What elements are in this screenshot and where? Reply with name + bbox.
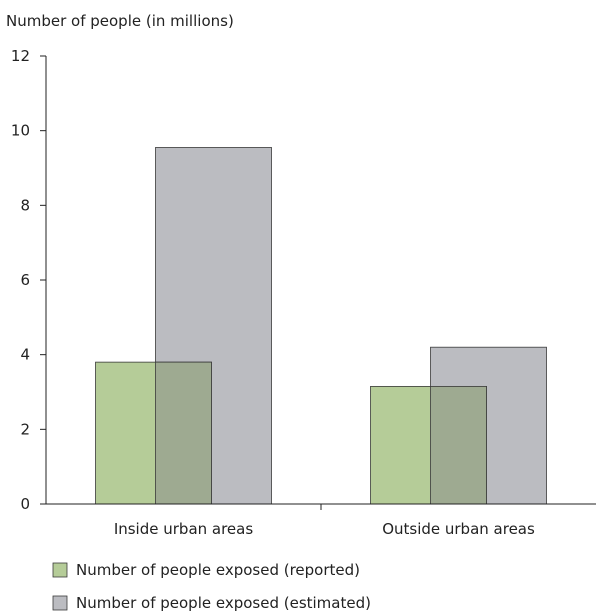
- y-axis-label: Number of people (in millions): [6, 12, 234, 30]
- legend: Number of people exposed (reported) Numbe…: [52, 561, 371, 612]
- y-tick-label-4: 8: [20, 196, 30, 214]
- bar-overlap-1: [430, 385, 487, 505]
- x-ticks-group: Inside urban areas Outside urban areas: [114, 520, 535, 538]
- y-tick-label-2: 4: [20, 346, 30, 364]
- bars-group: [95, 147, 547, 505]
- y-tick-label-0: 0: [20, 495, 30, 513]
- y-ticks-group: 0 2 4 6 8 10 12: [11, 47, 46, 513]
- y-tick-label-1: 2: [20, 420, 30, 438]
- x-tick-label-0: Inside urban areas: [114, 520, 254, 538]
- legend-swatch-0: [52, 562, 68, 578]
- x-tick-label-1: Outside urban areas: [382, 520, 535, 538]
- legend-label-0: Number of people exposed (reported): [76, 561, 360, 579]
- y-tick-label-3: 6: [20, 271, 30, 289]
- y-tick-label-5: 10: [11, 122, 30, 140]
- legend-swatch-1: [52, 595, 68, 611]
- bar-overlap-0: [155, 361, 212, 505]
- legend-label-1: Number of people exposed (estimated): [76, 594, 371, 612]
- y-tick-label-6: 12: [11, 47, 30, 65]
